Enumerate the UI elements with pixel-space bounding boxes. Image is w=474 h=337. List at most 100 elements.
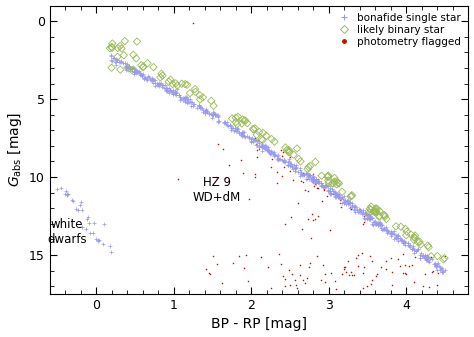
photometry flagged — [360, 213, 368, 218]
photometry flagged — [304, 188, 312, 194]
bonafide single star — [233, 126, 240, 131]
bonafide single star — [172, 91, 179, 96]
bonafide single star — [186, 99, 193, 105]
bonafide single star — [344, 197, 352, 202]
likely binary star — [128, 67, 136, 73]
photometry flagged — [289, 272, 296, 277]
likely binary star — [365, 210, 373, 215]
likely binary star — [183, 82, 191, 87]
bonafide single star — [140, 76, 148, 82]
bonafide single star — [215, 114, 222, 119]
bonafide single star — [267, 148, 275, 154]
bonafide single star — [387, 232, 394, 237]
likely binary star — [407, 232, 415, 237]
bonafide single star — [187, 99, 194, 104]
bonafide single star — [374, 221, 382, 226]
likely binary star — [191, 89, 199, 94]
bonafide single star — [124, 65, 131, 70]
bonafide single star — [426, 256, 433, 261]
bonafide single star — [377, 225, 385, 230]
photometry flagged — [336, 197, 343, 202]
bonafide single star — [351, 203, 358, 209]
bonafide single star — [365, 212, 373, 217]
bonafide single star — [383, 230, 390, 235]
bonafide single star — [331, 190, 338, 195]
bonafide single star — [128, 67, 136, 72]
bonafide single star — [151, 78, 158, 83]
bonafide single star — [341, 198, 348, 204]
bonafide single star — [302, 176, 310, 181]
likely binary star — [372, 206, 380, 211]
photometry flagged — [434, 270, 442, 275]
photometry flagged — [314, 176, 321, 181]
likely binary star — [373, 210, 381, 215]
likely binary star — [167, 77, 174, 82]
bonafide single star — [153, 82, 160, 88]
bonafide single star — [83, 217, 91, 222]
bonafide single star — [261, 143, 268, 148]
bonafide single star — [133, 69, 140, 75]
bonafide single star — [239, 129, 247, 134]
bonafide single star — [358, 211, 366, 216]
bonafide single star — [321, 183, 328, 188]
photometry flagged — [278, 173, 286, 179]
bonafide single star — [311, 179, 319, 184]
likely binary star — [333, 179, 340, 184]
bonafide single star — [258, 143, 266, 149]
bonafide single star — [155, 83, 163, 89]
bonafide single star — [181, 95, 188, 101]
bonafide single star — [215, 118, 223, 123]
bonafide single star — [298, 172, 306, 178]
likely binary star — [137, 62, 145, 68]
photometry flagged — [359, 285, 367, 290]
photometry flagged — [351, 203, 359, 209]
bonafide single star — [273, 156, 281, 161]
bonafide single star — [227, 127, 235, 133]
bonafide single star — [115, 59, 122, 64]
bonafide single star — [114, 57, 121, 63]
bonafide single star — [339, 196, 346, 202]
bonafide single star — [100, 221, 108, 227]
bonafide single star — [387, 234, 394, 239]
likely binary star — [370, 209, 377, 214]
bonafide single star — [414, 247, 421, 252]
bonafide single star — [374, 222, 382, 227]
photometry flagged — [423, 318, 431, 324]
bonafide single star — [307, 175, 315, 180]
photometry flagged — [410, 279, 418, 285]
likely binary star — [234, 114, 242, 119]
bonafide single star — [386, 231, 393, 236]
bonafide single star — [309, 175, 316, 180]
bonafide single star — [362, 210, 369, 216]
bonafide single star — [376, 219, 383, 224]
likely binary star — [157, 71, 165, 76]
bonafide single star — [310, 177, 318, 182]
bonafide single star — [268, 149, 276, 154]
likely binary star — [132, 56, 140, 61]
bonafide single star — [172, 90, 180, 96]
photometry flagged — [237, 157, 245, 162]
likely binary star — [392, 224, 400, 229]
bonafide single star — [143, 75, 151, 80]
bonafide single star — [235, 130, 242, 136]
likely binary star — [232, 115, 240, 120]
bonafide single star — [376, 220, 383, 226]
bonafide single star — [346, 201, 354, 206]
likely binary star — [318, 173, 325, 178]
bonafide single star — [84, 214, 92, 219]
photometry flagged — [277, 261, 284, 267]
bonafide single star — [142, 76, 150, 82]
likely binary star — [108, 45, 116, 51]
photometry flagged — [286, 267, 293, 272]
likely binary star — [424, 243, 432, 248]
bonafide single star — [220, 120, 228, 126]
bonafide single star — [397, 237, 405, 243]
bonafide single star — [264, 148, 271, 153]
likely binary star — [114, 45, 121, 51]
bonafide single star — [285, 162, 292, 168]
bonafide single star — [305, 173, 312, 178]
bonafide single star — [388, 231, 396, 236]
bonafide single star — [110, 55, 118, 61]
photometry flagged — [346, 273, 353, 278]
bonafide single star — [112, 62, 119, 67]
